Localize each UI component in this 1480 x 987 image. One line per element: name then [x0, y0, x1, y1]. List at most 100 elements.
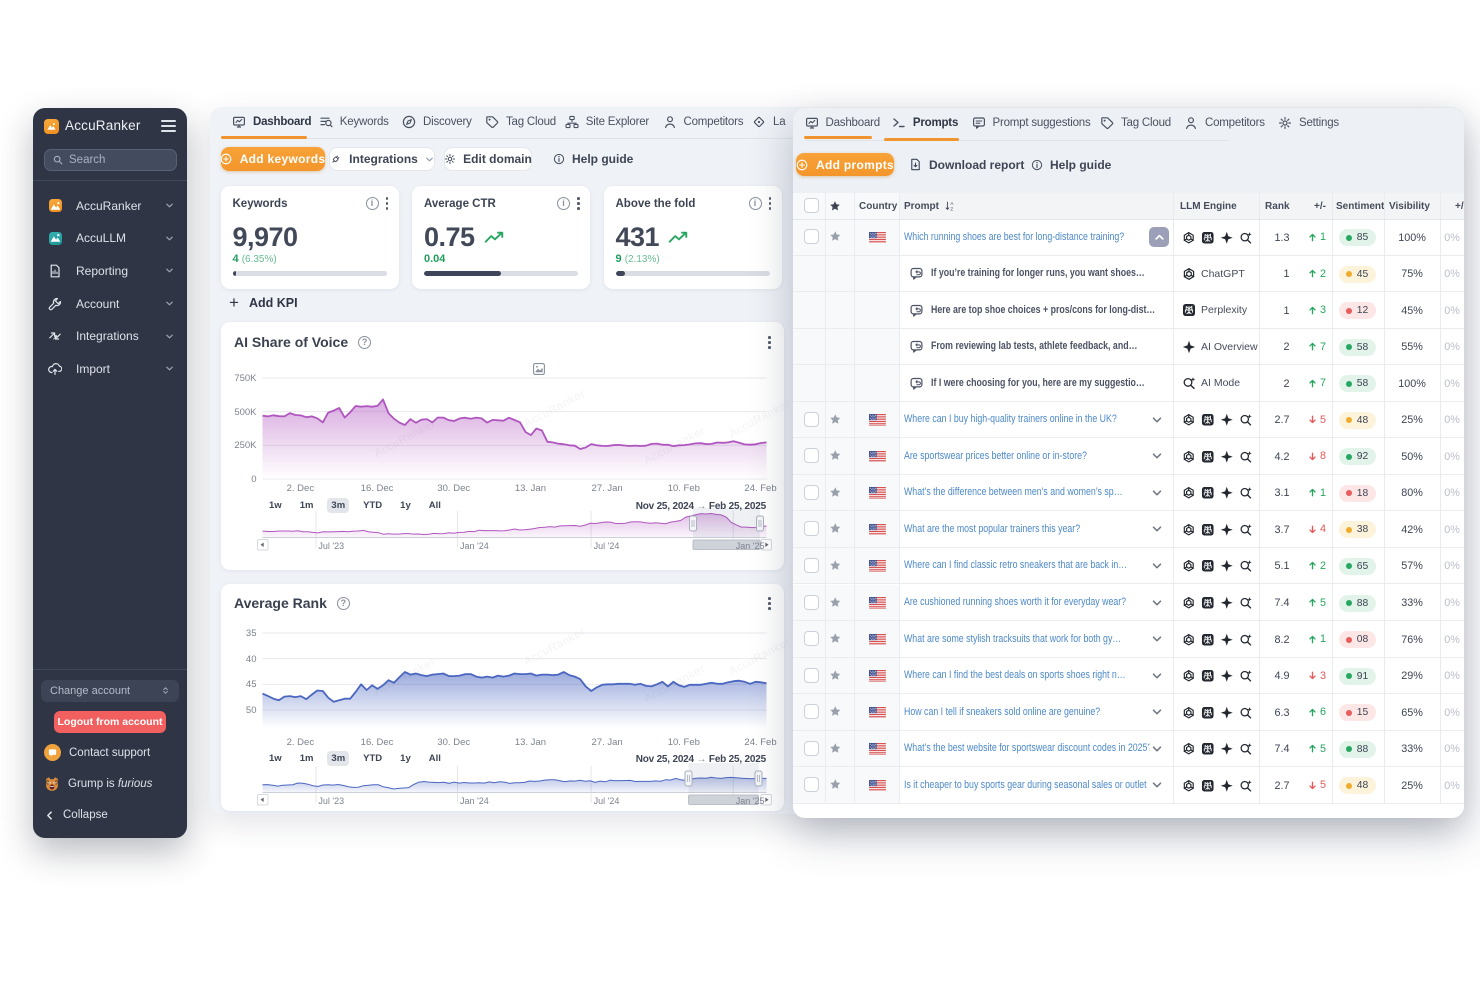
prompts-tab-dashboard[interactable]: Dashboard [805, 116, 880, 130]
collapse-sidebar-item[interactable]: Collapse [44, 809, 108, 821]
grump-status-item[interactable]: Grump is furious [44, 776, 152, 792]
main-tab-la[interactable]: La [752, 115, 786, 129]
main-tab-tag-cloud[interactable]: Tag Cloud [485, 115, 556, 129]
expand-answers-chevron[interactable] [1151, 670, 1163, 682]
row-checkbox[interactable] [804, 521, 819, 537]
row-checkbox[interactable] [804, 740, 819, 756]
info-icon[interactable]: i [557, 197, 570, 210]
integrations-dropdown[interactable]: Integrations [329, 147, 435, 171]
scrollbar-thumb[interactable] [692, 539, 760, 550]
favorite-star-icon[interactable] [829, 559, 843, 572]
add-kpi-button[interactable]: + Add KPI [229, 294, 298, 311]
help-guide-button[interactable]: Help guide [1031, 153, 1111, 176]
expand-answers-chevron[interactable] [1151, 414, 1163, 426]
favorite-star-icon[interactable] [829, 669, 843, 682]
sidebar-item-import[interactable]: Import [33, 352, 187, 385]
row-checkbox[interactable] [804, 777, 819, 793]
prompts-tab-competitors[interactable]: Competitors [1184, 116, 1265, 130]
range-button-3m[interactable]: 3m [327, 497, 350, 513]
main-tab-competitors[interactable]: Competitors [663, 115, 743, 129]
prompt-link[interactable]: Which running shoes are best for long-di… [904, 230, 1125, 243]
favorite-star-icon[interactable] [829, 413, 843, 426]
range-button-1m[interactable]: 1m [299, 499, 314, 511]
prompts-tab-prompt-suggestions[interactable]: Prompt suggestions [972, 116, 1091, 130]
main-tab-site-explorer[interactable]: Site Explorer [565, 115, 649, 129]
scrollbar-thumb[interactable] [687, 794, 759, 805]
main-tab-dashboard[interactable]: Dashboard [232, 115, 311, 129]
favorite-star-icon[interactable] [829, 705, 843, 718]
prompt-link[interactable]: Where can I find the best deals on sport… [904, 669, 1126, 682]
kebab-menu-icon[interactable] [385, 197, 389, 210]
download-report-button[interactable]: Download report [909, 153, 1024, 176]
edit-domain-button[interactable]: Edit domain [444, 147, 532, 171]
row-checkbox[interactable] [804, 631, 819, 647]
expand-answers-chevron[interactable] [1151, 523, 1163, 535]
expand-answers-chevron[interactable] [1151, 450, 1163, 462]
expand-answers-chevron[interactable] [1151, 633, 1163, 645]
row-checkbox[interactable] [804, 594, 819, 610]
prompts-tab-settings[interactable]: Settings [1278, 116, 1339, 130]
row-checkbox[interactable] [804, 484, 819, 500]
kebab-menu-icon[interactable] [768, 597, 771, 610]
range-button-3m[interactable]: 3m [327, 751, 350, 766]
favorite-star-icon[interactable] [829, 486, 843, 499]
prompt-link[interactable]: What are some stylish tracksuits that wo… [904, 632, 1122, 645]
navigator-handle[interactable] [755, 515, 764, 532]
row-checkbox[interactable] [804, 704, 819, 720]
row-checkbox[interactable] [804, 667, 819, 683]
row-checkbox[interactable] [804, 448, 819, 464]
favorite-star-icon[interactable] [829, 522, 843, 535]
help-icon[interactable]: ? [336, 596, 350, 610]
favorite-star-icon[interactable] [829, 632, 843, 645]
row-checkbox[interactable] [804, 557, 819, 573]
prompt-link[interactable]: What are the most popular trainers this … [904, 522, 1081, 535]
add-keywords-button[interactable]: Add keywords [221, 147, 325, 171]
range-button-1m[interactable]: 1m [299, 753, 314, 764]
sidebar-item-accuranker[interactable]: AccuRanker [33, 190, 187, 223]
sidebar-item-reporting[interactable]: Reporting [33, 255, 187, 288]
help-icon[interactable]: ? [358, 335, 372, 349]
change-account-select[interactable]: Change account [41, 680, 179, 702]
logout-button[interactable]: Logout from account [54, 711, 166, 733]
favorite-star-icon[interactable] [829, 230, 843, 243]
navigator-handle[interactable] [688, 515, 697, 532]
favorite-star-icon[interactable] [829, 742, 843, 755]
range-button-1y[interactable]: 1y [400, 499, 411, 511]
main-tab-discovery[interactable]: Discovery [402, 115, 472, 129]
sidebar-item-integrations[interactable]: Integrations [33, 320, 187, 353]
row-checkbox[interactable] [804, 229, 819, 244]
hamburger-menu-icon[interactable] [161, 118, 176, 133]
range-button-ytd[interactable]: YTD [363, 753, 383, 764]
sidebar-item-account[interactable]: Account [33, 287, 187, 320]
sidebar-search-input[interactable]: Search [44, 149, 177, 171]
kebab-menu-icon[interactable] [768, 336, 771, 349]
prompt-link[interactable]: Are sportswear prices better online or i… [904, 449, 1087, 462]
kebab-menu-icon[interactable] [577, 197, 580, 210]
collapse-answers-button[interactable] [1149, 227, 1169, 247]
main-tab-keywords[interactable]: Keywords [319, 115, 389, 129]
prompt-link[interactable]: What’s the difference between men’s and … [904, 486, 1123, 499]
expand-answers-chevron[interactable] [1151, 487, 1163, 499]
info-icon[interactable]: i [365, 197, 379, 210]
navigator-handle[interactable] [754, 770, 762, 787]
favorite-star-icon[interactable] [829, 449, 843, 462]
sort-icon[interactable] [944, 200, 956, 212]
prompt-link[interactable]: Is it cheaper to buy sports gear during … [904, 778, 1147, 791]
range-button-ytd[interactable]: YTD [363, 499, 383, 511]
prompt-link[interactable]: How can I tell if sneakers sold online a… [904, 705, 1101, 718]
range-button-1w[interactable]: 1w [269, 753, 282, 764]
select-all-checkbox[interactable] [804, 197, 819, 213]
expand-answers-chevron[interactable] [1151, 779, 1163, 791]
export-image-icon[interactable] [532, 362, 546, 376]
expand-answers-chevron[interactable] [1151, 706, 1163, 718]
expand-answers-chevron[interactable] [1151, 560, 1163, 572]
range-button-all[interactable]: All [428, 753, 441, 764]
navigator-handle[interactable] [684, 770, 692, 787]
range-button-1w[interactable]: 1w [269, 499, 282, 511]
prompt-link[interactable]: Where can I find classic retro sneakers … [904, 559, 1128, 572]
prompt-link[interactable]: Are cushioned running shoes worth it for… [904, 596, 1127, 608]
sidebar-item-accullm[interactable]: AccuLLM [33, 222, 187, 255]
prompts-tab-prompts[interactable]: Prompts [892, 116, 958, 130]
prompt-link[interactable]: Where can I buy high-quality trainers on… [904, 413, 1117, 426]
contact-support-item[interactable]: Contact support [44, 744, 150, 761]
